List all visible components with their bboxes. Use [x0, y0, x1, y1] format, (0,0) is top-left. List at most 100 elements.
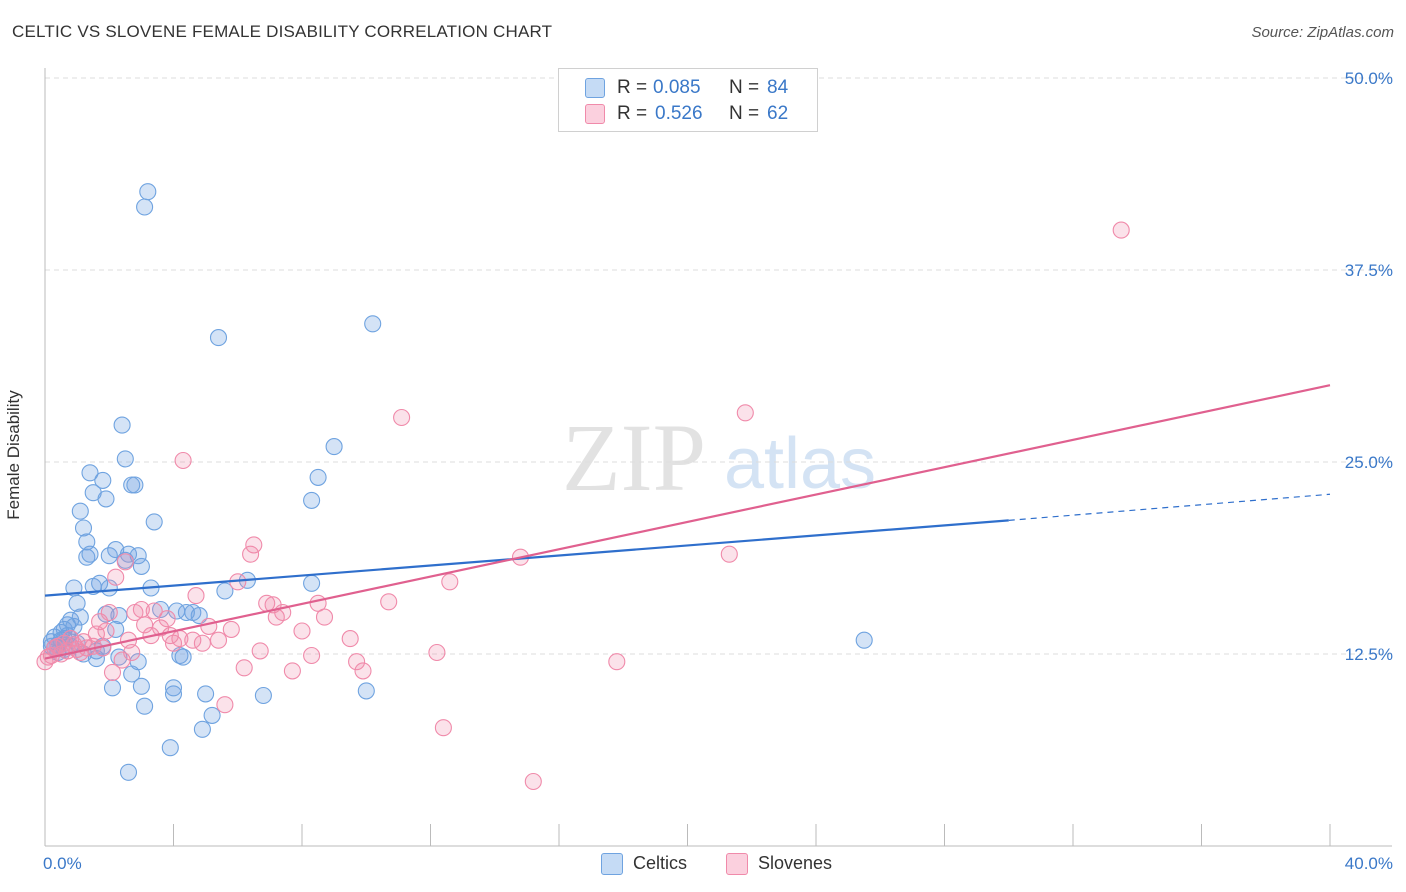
data-point-celtics — [164, 679, 183, 697]
data-point-slovenes — [123, 643, 141, 662]
data-point-celtics — [81, 545, 99, 563]
data-point-celtics — [174, 648, 192, 666]
data-point-slovenes — [187, 587, 205, 605]
data-point-slovenes — [136, 616, 154, 634]
legend-swatch-slovenes — [585, 104, 605, 124]
data-point-slovenes — [235, 659, 253, 677]
data-point-slovenes — [380, 593, 398, 611]
data-point-celtics — [97, 490, 115, 508]
data-point-celtics — [103, 679, 122, 697]
data-point-slovenes — [283, 662, 301, 680]
data-point-celtics — [107, 541, 125, 559]
data-point-slovenes — [348, 653, 366, 671]
data-point-celtics — [197, 685, 215, 703]
y-tick-label: 12.5% — [1345, 645, 1393, 664]
data-point-celtics — [71, 608, 89, 626]
data-point-slovenes — [608, 653, 626, 671]
data-point-slovenes — [251, 642, 269, 660]
data-point-slovenes — [158, 610, 176, 628]
data-point-slovenes — [341, 630, 359, 648]
data-point-slovenes — [428, 643, 446, 662]
bottom-legend-swatch-slovenes — [726, 853, 748, 875]
bottom-legend-label-slovenes: Slovenes — [758, 853, 833, 873]
trend-line-slovenes — [44, 384, 1331, 660]
data-point-slovenes — [107, 568, 125, 586]
data-point-celtics — [177, 603, 195, 622]
data-point-celtics — [164, 685, 183, 703]
legend-n-value-celtics: 84 — [767, 77, 789, 98]
data-point-celtics — [110, 607, 128, 625]
data-point-slovenes — [184, 631, 202, 649]
data-point-celtics — [254, 686, 272, 705]
y-tick-label: 37.5% — [1345, 261, 1393, 280]
data-point-celtics — [126, 476, 144, 494]
data-point-celtics — [116, 450, 134, 468]
data-point-celtics — [58, 616, 77, 634]
data-point-slovenes — [1112, 221, 1130, 239]
x-tick-label-min: 0.0% — [43, 854, 82, 873]
data-point-celtics — [139, 183, 157, 201]
data-point-celtics — [113, 416, 131, 434]
data-point-celtics — [216, 582, 234, 600]
chart-title: CELTIC VS SLOVENE FEMALE DISABILITY CORR… — [12, 22, 553, 41]
x-tick-label-max: 40.0% — [1345, 854, 1393, 873]
data-point-celtics — [193, 720, 211, 738]
watermark-atlas: atlas — [724, 424, 876, 504]
legend-swatch-celtics — [585, 78, 605, 98]
data-point-slovenes — [209, 631, 228, 649]
data-point-celtics — [74, 519, 93, 537]
data-point-slovenes — [245, 536, 263, 554]
data-point-celtics — [190, 607, 208, 625]
data-point-slovenes — [441, 573, 459, 591]
trend-line-celtics — [44, 519, 1009, 597]
legend-r-label: R = — [617, 103, 648, 124]
data-point-slovenes — [97, 622, 115, 640]
data-point-celtics — [209, 329, 228, 347]
correlation-legend: R = 0.085 N = 84 R = 0.526 N = 62 — [558, 68, 818, 132]
data-point-celtics — [203, 706, 221, 724]
data-point-celtics — [68, 594, 86, 612]
bottom-legend-swatch-celtics — [601, 853, 623, 875]
legend-n-label: N = — [729, 77, 760, 98]
data-point-celtics — [132, 677, 150, 695]
y-tick-label: 25.0% — [1345, 453, 1393, 472]
legend-r-value-celtics: 0.085 — [653, 77, 701, 98]
data-point-slovenes — [174, 451, 192, 470]
data-point-slovenes — [434, 719, 452, 737]
watermark-zip: ZIP — [562, 404, 706, 511]
data-point-slovenes — [36, 653, 54, 671]
data-point-slovenes — [193, 634, 211, 652]
legend-n-label: N = — [729, 103, 760, 124]
legend-r-value-slovenes: 0.526 — [655, 103, 703, 124]
data-point-slovenes — [393, 408, 411, 427]
data-point-slovenes — [354, 662, 372, 680]
data-point-slovenes — [315, 608, 334, 626]
data-point-celtics — [303, 574, 321, 592]
data-point-slovenes — [720, 545, 738, 563]
trend-line-extension-celtics — [1008, 493, 1331, 521]
data-point-celtics — [110, 648, 128, 666]
data-point-celtics — [161, 739, 179, 757]
data-point-celtics — [145, 513, 163, 531]
data-point-slovenes — [145, 602, 163, 620]
data-point-slovenes — [116, 553, 134, 571]
source-label: Source: ZipAtlas.com — [1251, 24, 1394, 41]
data-point-celtics — [303, 491, 321, 509]
data-point-celtics — [78, 548, 96, 566]
data-point-celtics — [309, 468, 327, 486]
data-point-celtics — [325, 438, 343, 456]
data-point-slovenes — [100, 603, 118, 622]
data-point-slovenes — [200, 617, 218, 635]
data-point-slovenes — [242, 545, 260, 563]
data-point-slovenes — [103, 663, 122, 681]
y-axis-label: Female Disability — [4, 390, 23, 520]
data-point-celtics — [100, 547, 118, 565]
data-point-celtics — [357, 682, 375, 700]
legend-n-value-slovenes: 62 — [767, 103, 789, 124]
data-point-slovenes — [222, 620, 240, 638]
data-point-celtics — [364, 315, 382, 333]
y-tick-label: 50.0% — [1345, 69, 1393, 88]
data-point-celtics — [81, 464, 99, 482]
bottom-legend-label-celtics: Celtics — [633, 853, 688, 873]
